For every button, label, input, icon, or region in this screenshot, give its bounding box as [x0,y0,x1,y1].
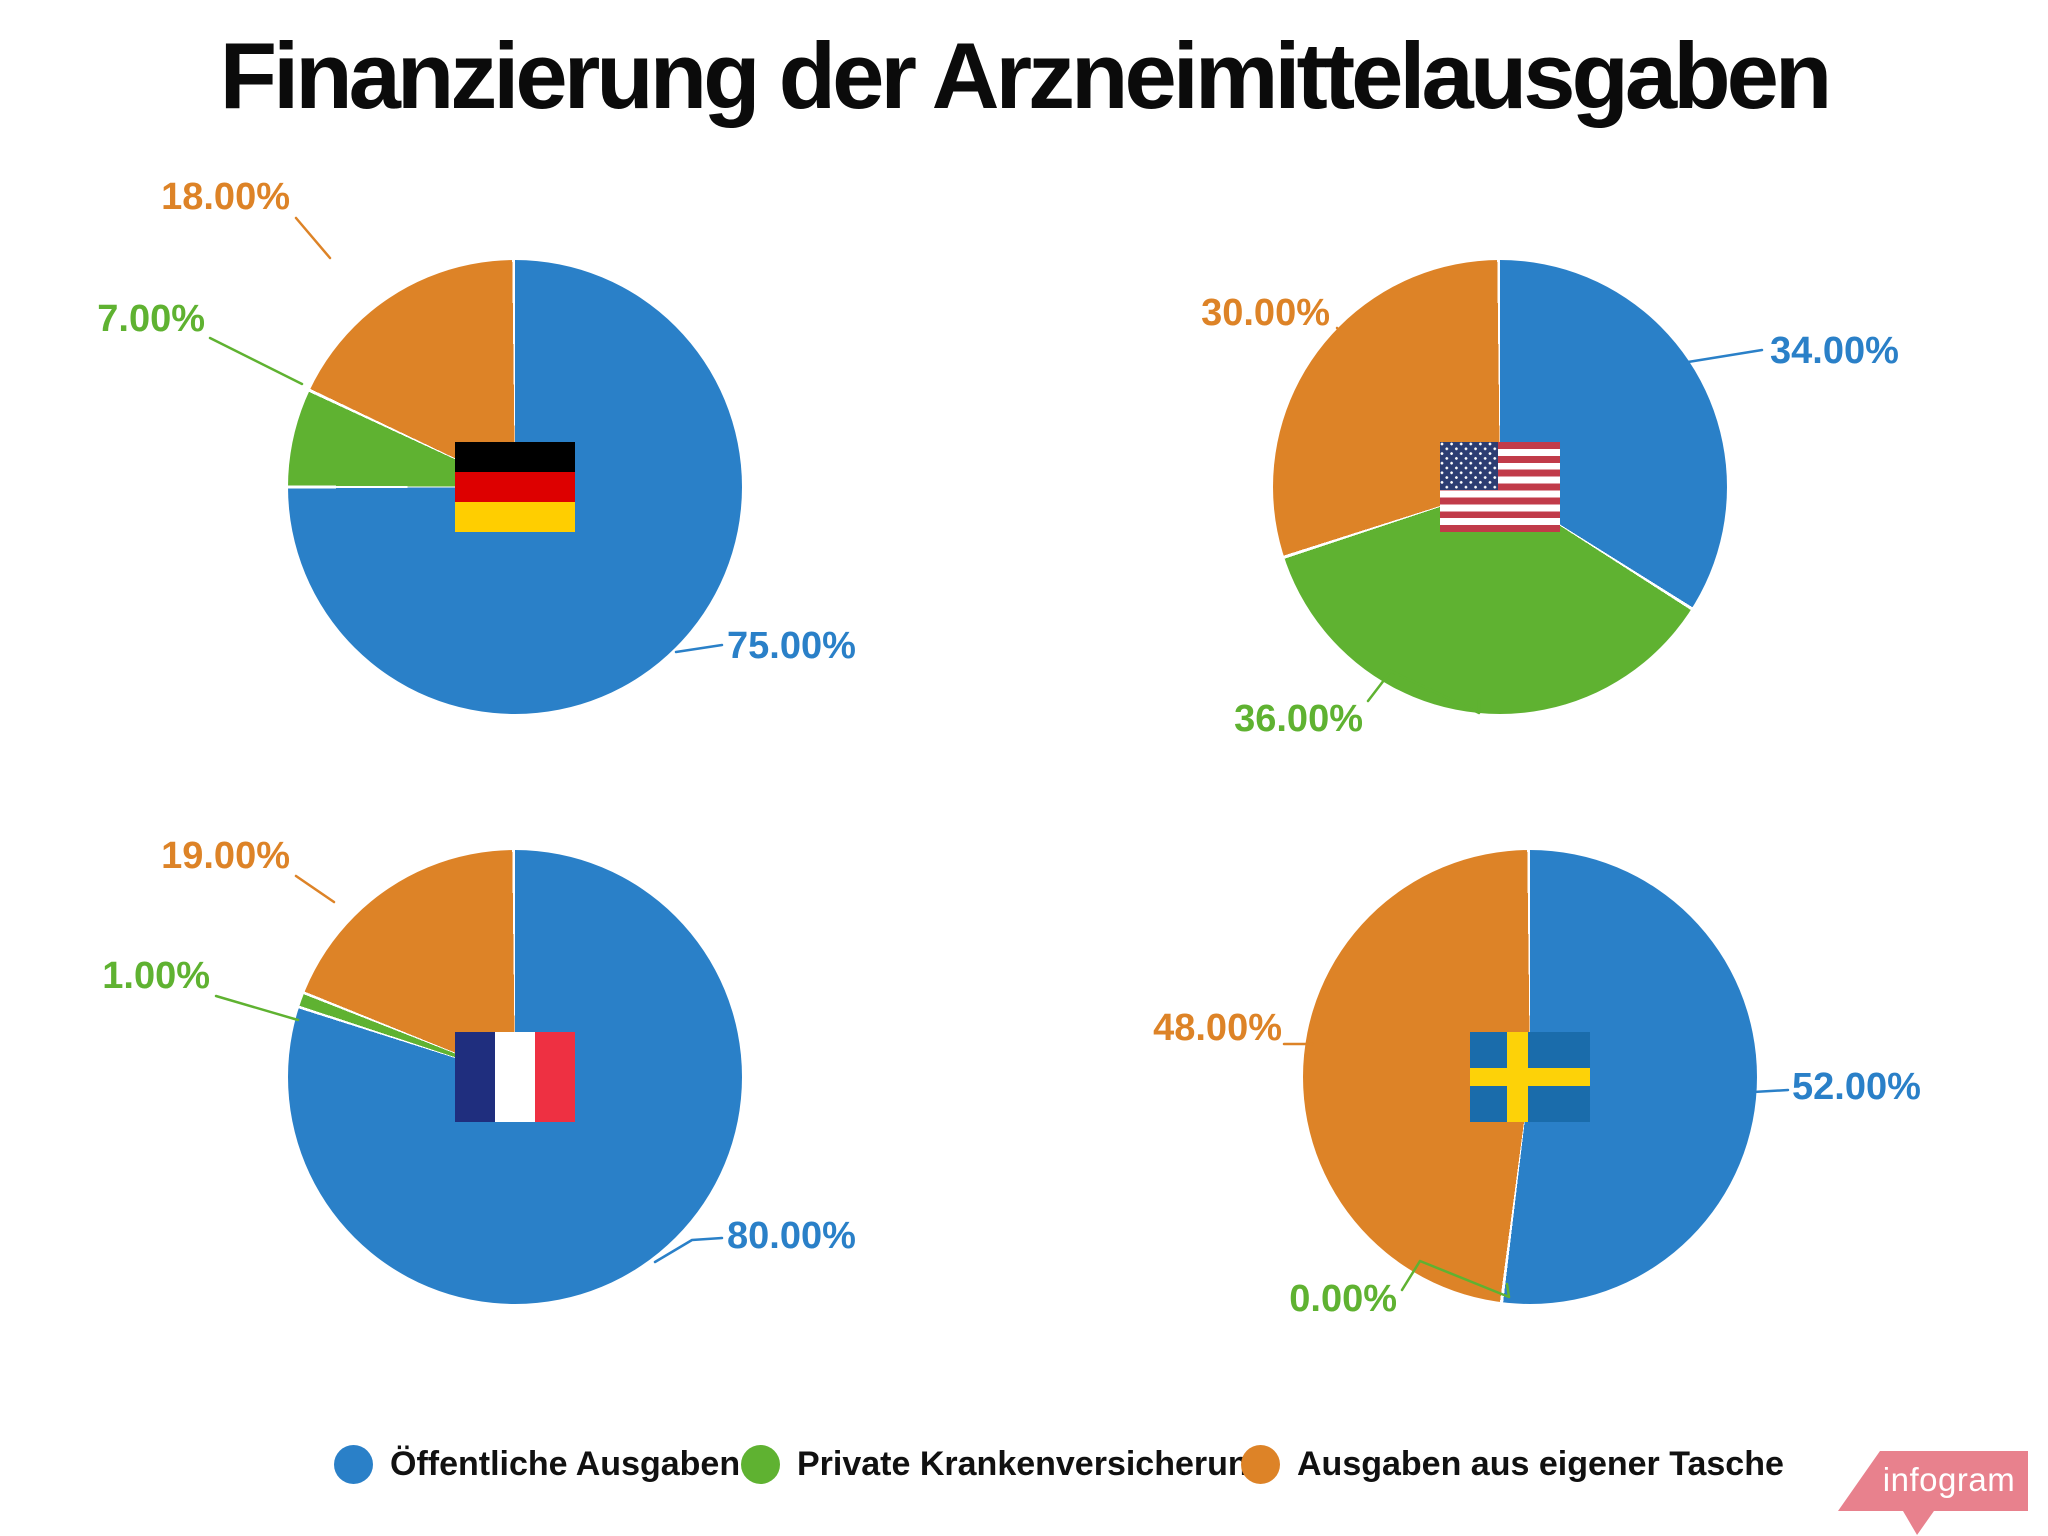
page-title: Finanzierung der Arzneimittelausgaben [219,23,1833,128]
france-out-of-pocket-label: 19.00% [161,835,290,877]
legend-item-public[interactable]: Öffentliche Ausgaben [334,1445,740,1484]
legend-dot-orange-icon [1241,1445,1280,1484]
legend-label-out-of-pocket: Ausgaben aus eigener Tasche [1297,1445,1784,1483]
legend-item-out-of-pocket[interactable]: Ausgaben aus eigener Tasche [1241,1445,1784,1484]
germany-public-label: 75.00% [727,625,856,667]
legend-label-private: Private Krankenversicherung [797,1445,1270,1483]
france-public-label: 80.00% [727,1215,856,1257]
legend-item-private[interactable]: Private Krankenversicherung [741,1445,1269,1484]
france-private-label: 1.00% [102,955,210,997]
usa-private-label: 36.00% [1234,698,1363,740]
legend-label-public: Öffentliche Ausgaben [390,1445,741,1483]
infogram-watermark[interactable]: infogram [1838,1451,2028,1535]
germany-flag-icon [455,442,575,532]
germany-private-label: 7.00% [97,298,205,340]
germany-out-of-pocket-label: 18.00% [161,176,290,218]
sweden-flag-icon [1470,1032,1590,1122]
sweden-out-of-pocket-label: 48.00% [1153,1007,1282,1049]
legend-dot-blue-icon [334,1445,373,1484]
usa-flag-icon [1440,442,1560,532]
usa-public-label: 34.00% [1770,330,1899,372]
sweden-private-label: 0.00% [1289,1278,1397,1320]
legend-dot-green-icon [741,1445,780,1484]
usa-out-of-pocket-label: 30.00% [1201,292,1330,334]
france-flag-icon [455,1032,575,1122]
infogram-watermark-label: infogram [1882,1461,2016,1498]
sweden-public-label: 52.00% [1792,1066,1921,1108]
